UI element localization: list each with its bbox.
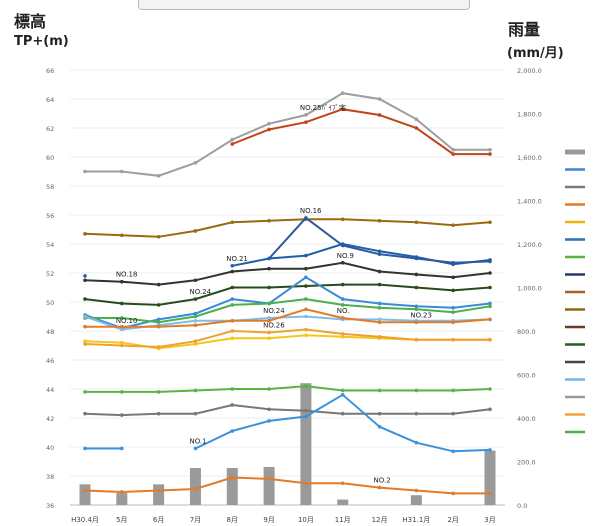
y-tick-label-left: 64	[46, 96, 54, 104]
series-line	[85, 308, 491, 328]
series-annotation: NO.9	[337, 252, 354, 260]
series-annotation: NO.10	[116, 317, 138, 325]
series-line	[85, 298, 491, 324]
left-axis-title: 標高	[14, 12, 47, 31]
rainfall-bar	[226, 468, 238, 505]
rainfall-bar	[79, 484, 91, 505]
y-tick-label-right: 600.0	[517, 372, 536, 380]
right-axis-title: 雨量	[508, 20, 541, 39]
y-tick-label-right: 1,800.0	[517, 111, 542, 119]
rainfall-bar	[410, 495, 422, 505]
rainfall-bar	[484, 450, 496, 505]
left-axis-unit: TP+(m)	[14, 34, 69, 49]
series-line	[85, 92, 490, 177]
series-annotation: NO.2	[374, 477, 391, 485]
x-tick-label: 6月	[153, 516, 164, 524]
series-line	[84, 261, 491, 286]
x-tick-label: 5月	[116, 516, 127, 524]
y-tick-label-left: 52	[46, 270, 54, 278]
y-tick-label-left: 44	[46, 386, 54, 394]
x-tick-label: 8月	[227, 516, 238, 524]
x-tick-label: 10月	[298, 516, 314, 524]
y-tick-label-left: 48	[46, 328, 54, 336]
series-line	[231, 108, 490, 156]
y-tick-label-left: 66	[46, 67, 54, 75]
series-annotation: NO.24	[263, 307, 285, 315]
y-tick-label-left: 40	[46, 444, 54, 452]
series-annotation: NO.18	[116, 271, 138, 279]
y-tick-label-right: 1,200.0	[517, 241, 542, 249]
series-line	[85, 385, 491, 393]
right-axis-unit: (mm/月)	[507, 46, 564, 61]
rainfall-bar	[263, 466, 275, 505]
top-bar-remnant	[138, 0, 470, 10]
y-tick-label-left: 46	[46, 357, 54, 365]
series-line	[84, 403, 491, 417]
y-tick-label-left: 62	[46, 125, 54, 133]
x-tick-label: 7月	[190, 516, 201, 524]
x-tick-label: 11月	[335, 516, 351, 524]
series-line	[195, 393, 491, 453]
y-tick-label-left: 36	[46, 502, 54, 510]
y-tick-label-right: 2,000.0	[517, 67, 542, 75]
series-line	[84, 328, 490, 349]
x-tick-label: H31.1月	[402, 516, 430, 524]
y-tick-label-right: 200.0	[517, 459, 536, 467]
x-tick-label: 9月	[263, 516, 274, 524]
series-line	[268, 216, 491, 264]
rainfall-bar	[116, 493, 128, 505]
y-tick-label-left: 38	[46, 473, 54, 481]
x-tick-label: 12月	[372, 516, 388, 524]
series-annotation: NO.	[337, 307, 350, 315]
y-tick-label-right: 1,000.0	[517, 285, 542, 293]
series-annotation: NO.16	[300, 207, 322, 215]
series-annotation: NO.26	[263, 321, 285, 329]
y-tick-label-left: 54	[46, 241, 54, 249]
x-tick-label: H30.4月	[71, 516, 99, 524]
y-tick-label-left: 42	[46, 415, 54, 423]
series-line	[84, 476, 490, 495]
rainfall-bar	[153, 484, 165, 505]
series-annotation: NO.24	[189, 288, 211, 296]
series-line	[84, 218, 491, 238]
y-tick-label-right: 0.0	[517, 502, 527, 510]
series-annotation: NO.1	[189, 437, 206, 445]
y-tick-label-left: 58	[46, 183, 54, 191]
y-tick-label-right: 800.0	[517, 328, 536, 336]
y-tick-label-right: 1,600.0	[517, 154, 542, 162]
y-tick-label-right: 400.0	[517, 415, 536, 423]
y-tick-label-left: 60	[46, 154, 54, 162]
series-annotation: NO.21	[226, 255, 248, 263]
rainfall-bar	[300, 383, 312, 505]
x-tick-label: 2月	[447, 516, 458, 524]
series-annotation: NO.25ﾊﾟｲﾌﾟ宅	[300, 103, 346, 112]
rainfall-bar	[337, 499, 349, 505]
x-tick-label: 3月	[484, 516, 495, 524]
y-tick-label-left: 56	[46, 212, 54, 220]
series-annotation: NO.23	[410, 311, 432, 319]
y-tick-label-left: 50	[46, 299, 54, 307]
rainfall-bar	[189, 468, 201, 505]
series-line	[84, 283, 491, 306]
series-point	[83, 274, 87, 278]
y-tick-label-right: 1,400.0	[517, 198, 542, 206]
